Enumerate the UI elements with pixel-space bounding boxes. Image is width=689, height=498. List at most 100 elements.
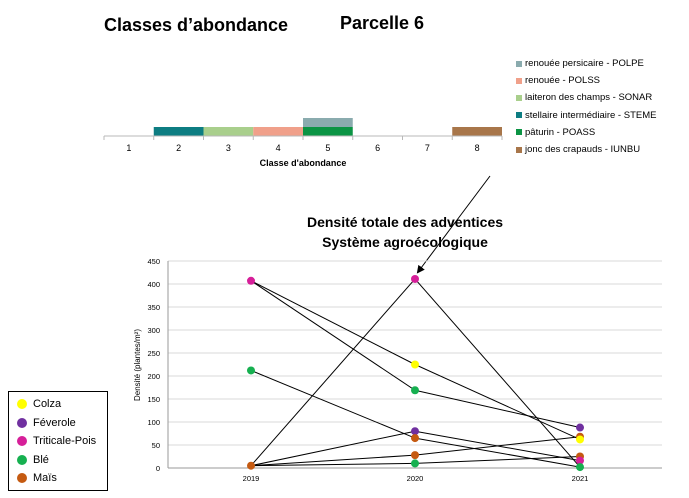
density-x-tick-labels: 2019 2020 2021 — [243, 474, 589, 483]
density-chart-title: Densité totale des adventices Système ag… — [240, 212, 570, 252]
arrow-line — [416, 175, 491, 274]
abundance-category-labels: 1 2 3 4 5 6 7 8 — [126, 143, 479, 153]
abundance-legend-item-polpe: renouée persicaire - POLPE — [516, 58, 644, 69]
density-link-2020-2021-12 — [414, 436, 581, 456]
density-links — [250, 278, 581, 468]
abundance-category-label-5: 5 — [325, 143, 330, 153]
legend-dot — [17, 473, 27, 483]
data-point-triticale-pois-2021 — [576, 456, 584, 465]
y-tick-label-100: 100 — [147, 418, 160, 427]
y-tick-label-50: 50 — [152, 441, 160, 450]
y-tick-label-150: 150 — [147, 395, 160, 404]
abundance-legend-item-poass: pâturin - POASS — [516, 127, 595, 138]
abundance-legend-item-iunbu: jonc des crapauds - IUNBU — [516, 144, 640, 155]
legend-label: Colza — [33, 398, 62, 410]
legend-dot — [17, 454, 27, 465]
abundance-category-label-2: 2 — [176, 143, 181, 153]
legend-dot — [17, 436, 27, 446]
data-point-ble-2020 — [411, 386, 419, 395]
data-point-ble-2019 — [247, 366, 255, 375]
data-point-ble-2021 — [576, 463, 584, 472]
y-tick-label-450: 450 — [147, 257, 160, 266]
density-legend: Colza Féverole Triticale-Pois Blé Maïs — [8, 391, 108, 491]
legend-swatch — [516, 94, 522, 101]
data-point-ble-2020 — [411, 459, 419, 468]
legend-label: renouée - POLSS — [525, 75, 600, 87]
legend-swatch — [516, 146, 522, 153]
density-legend-item-mais: Maïs — [17, 472, 57, 484]
abundance-ticks — [103, 136, 503, 140]
data-point-triticale-pois-2019 — [247, 276, 255, 285]
legend-label: stellaire intermédiaire - STEME — [525, 109, 657, 121]
density-points — [247, 274, 584, 472]
density-link-2019-2020-6 — [250, 462, 416, 467]
abundance-category-label-4: 4 — [276, 143, 281, 153]
density-link-2019-2020-0 — [250, 280, 416, 365]
abundance-bar-steme-class-2 — [153, 127, 204, 136]
legend-swatch — [516, 112, 522, 119]
density-link-2020-2021-8 — [414, 364, 581, 440]
abundance-x-axis-label: Classe d'abondance — [260, 158, 347, 168]
density-legend-item-feverole: Féverole — [17, 417, 76, 429]
density-link-2019-2020-1 — [250, 280, 416, 391]
legend-dot — [17, 417, 27, 428]
legend-label: renouée persicaire - POLPE — [525, 58, 644, 69]
abundance-legend-item-polss: renouée - POLSS — [516, 75, 600, 86]
density-link-2019-2020-3 — [250, 278, 416, 467]
density-title-line-2: Système agroécologique — [322, 234, 488, 250]
density-link-2019-2020-5 — [250, 454, 416, 467]
data-point-feverole-2021 — [576, 423, 584, 432]
abundance-category-label-7: 7 — [425, 143, 430, 153]
density-legend-item-colza: Colza — [17, 398, 61, 410]
abundance-category-label-3: 3 — [226, 143, 231, 153]
abundance-category-label-1: 1 — [126, 143, 131, 153]
x-tick-label-2020: 2020 — [407, 474, 424, 483]
density-y-tick-labels: 0 50 100 150 200 250 300 350 400 450 — [147, 257, 160, 473]
y-tick-label-350: 350 — [147, 303, 160, 312]
abundance-legend-item-sonar: laiteron des champs - SONAR — [516, 92, 652, 103]
legend-label: jonc des crapauds - IUNBU — [525, 144, 641, 155]
legend-label: laiteron des champs - SONAR — [525, 92, 653, 104]
legend-swatch — [516, 60, 522, 67]
data-point-mais-2019 — [247, 461, 255, 470]
y-tick-label-250: 250 — [147, 349, 160, 358]
data-point-mais-2020 — [411, 451, 419, 460]
legend-dot — [17, 399, 27, 409]
legend-swatch — [516, 129, 522, 136]
density-link-2020-2021-9 — [414, 389, 581, 429]
legend-label: Féverole — [33, 416, 76, 429]
abundance-bar-poass-class-5 — [303, 127, 353, 136]
y-tick-label-0: 0 — [156, 464, 160, 473]
x-tick-label-2021: 2021 — [572, 474, 589, 483]
abundance-category-label-8: 8 — [475, 143, 480, 153]
density-link-2019-2020-2 — [250, 370, 416, 439]
data-point-mais-2020 — [411, 434, 419, 443]
abundance-bar-iunbu-class-8 — [452, 127, 502, 136]
legend-label: Maïs — [33, 472, 57, 484]
density-link-2020-2021-11 — [414, 437, 581, 468]
y-tick-label-200: 200 — [147, 372, 160, 381]
data-point-colza-2021 — [576, 435, 584, 444]
abundance-bars — [153, 118, 502, 136]
legend-label: Blé — [33, 453, 49, 466]
x-tick-label-2019: 2019 — [243, 474, 260, 483]
density-legend-item-ble: Blé — [17, 454, 49, 466]
density-legend-item-triticale-pois: Triticale-Pois — [17, 435, 96, 447]
y-tick-label-300: 300 — [147, 326, 160, 335]
page-title: Classes d’abondance — [104, 15, 289, 35]
density-link-2020-2021-13 — [414, 456, 581, 464]
abundance-bar-polpe-class-5 — [303, 118, 353, 127]
abundance-bar-sonar-class-3 — [203, 127, 254, 136]
density-link-2020-2021-7 — [414, 278, 581, 468]
legend-label: pâturin - POASS — [525, 126, 596, 138]
y-tick-label-400: 400 — [147, 280, 160, 289]
density-link-2019-2020-4 — [250, 430, 416, 467]
legend-swatch — [516, 77, 522, 84]
abundance-category-label-6: 6 — [375, 143, 380, 153]
legend-label: Triticale-Pois — [33, 435, 97, 447]
data-point-triticale-pois-2020 — [411, 274, 419, 283]
data-point-colza-2020 — [411, 360, 419, 369]
density-y-axis-label: Densité (plantes/m²) — [133, 329, 142, 401]
